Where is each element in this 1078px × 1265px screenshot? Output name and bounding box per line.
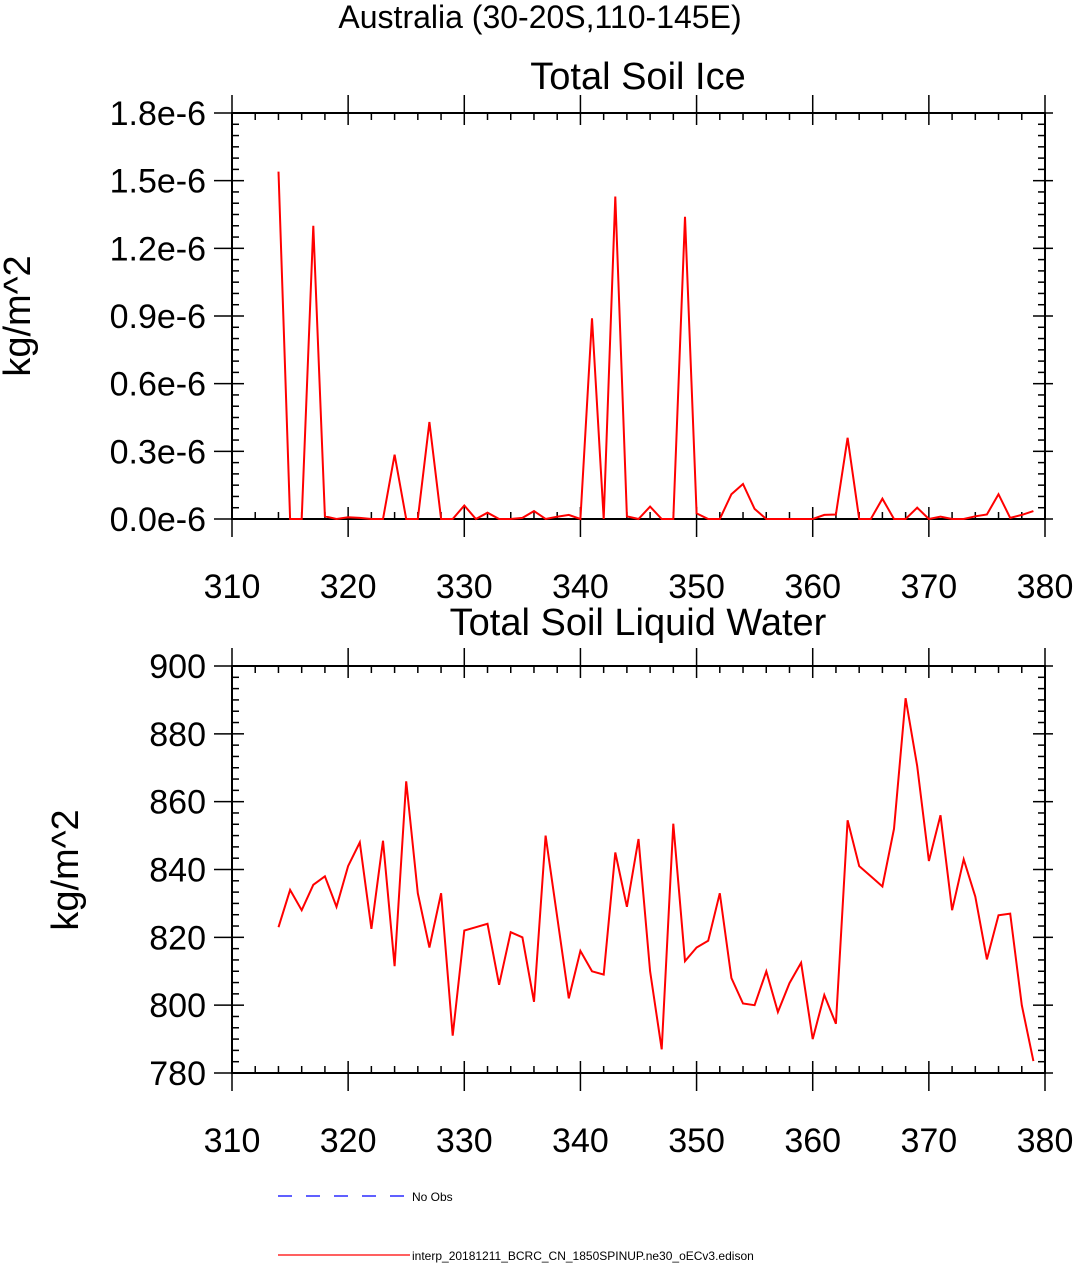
y-axis-label: kg/m^2: [45, 809, 87, 930]
x-tick-label: 360: [784, 568, 841, 606]
y-tick-label: 1.5e-6: [110, 163, 206, 201]
x-tick-label: 350: [668, 568, 725, 606]
y-tick-label: 0.9e-6: [110, 298, 206, 336]
chart-total-soil-ice: Total Soil Ice kg/m^2 310 320 330 340 350 360…: [0, 56, 1073, 606]
y-tick-label: 820: [149, 919, 206, 957]
plot-frame: [231, 112, 1046, 520]
y-tick-label: 880: [149, 716, 206, 754]
legend-item-no-obs: No Obs: [278, 1190, 453, 1204]
legend-item-model: interp_20181211_BCRC_CN_1850SPINUP.ne30_…: [278, 1249, 754, 1263]
y-tick-label: 800: [149, 987, 206, 1025]
plot-frame: [231, 665, 1046, 1074]
chart-total-soil-liquid-water: Total Soil Liquid Water kg/m^2 310 320 330…: [45, 602, 1073, 1160]
y-tick-label: 0.3e-6: [110, 433, 206, 471]
x-tick-label: 330: [436, 1122, 493, 1160]
y-tick-label: 840: [149, 852, 206, 890]
page-title: Australia (30-20S,110-145E): [338, 0, 741, 35]
legend: No Obs interp_20181211_BCRC_CN_1850SPINU…: [278, 1190, 754, 1263]
series-line-soil-ice: [277, 171, 1034, 521]
chart-title: Total Soil Ice: [530, 56, 745, 98]
x-tick-label: 370: [900, 1122, 957, 1160]
legend-label-no-obs: No Obs: [412, 1190, 453, 1204]
y-axis-label: kg/m^2: [0, 255, 39, 376]
y-tick-label: 1.8e-6: [110, 95, 206, 133]
x-tick-label: 310: [204, 1122, 261, 1160]
x-tick-label: 310: [204, 568, 261, 606]
legend-label-model: interp_20181211_BCRC_CN_1850SPINUP.ne30_…: [412, 1249, 754, 1263]
x-tick-label: 360: [784, 1122, 841, 1160]
y-tick-label: 900: [149, 648, 206, 686]
x-tick-label: 320: [320, 568, 377, 606]
x-tick-label: 370: [900, 568, 957, 606]
x-tick-label: 330: [436, 568, 493, 606]
x-tick-label: 350: [668, 1122, 725, 1160]
x-tick-label: 380: [1017, 1122, 1074, 1160]
x-tick-label: 340: [552, 568, 609, 606]
x-tick-label: 380: [1017, 568, 1074, 606]
y-tick-label: 860: [149, 784, 206, 822]
series-line-soil-liquid: [277, 698, 1035, 1062]
y-tick-label: 0.6e-6: [110, 366, 206, 404]
y-tick-label: 0.0e-6: [110, 501, 206, 539]
chart-title: Total Soil Liquid Water: [450, 602, 827, 644]
y-tick-label: 780: [149, 1055, 206, 1093]
x-tick-label: 340: [552, 1122, 609, 1160]
y-tick-label: 1.2e-6: [110, 230, 206, 268]
x-tick-label: 320: [320, 1122, 377, 1160]
